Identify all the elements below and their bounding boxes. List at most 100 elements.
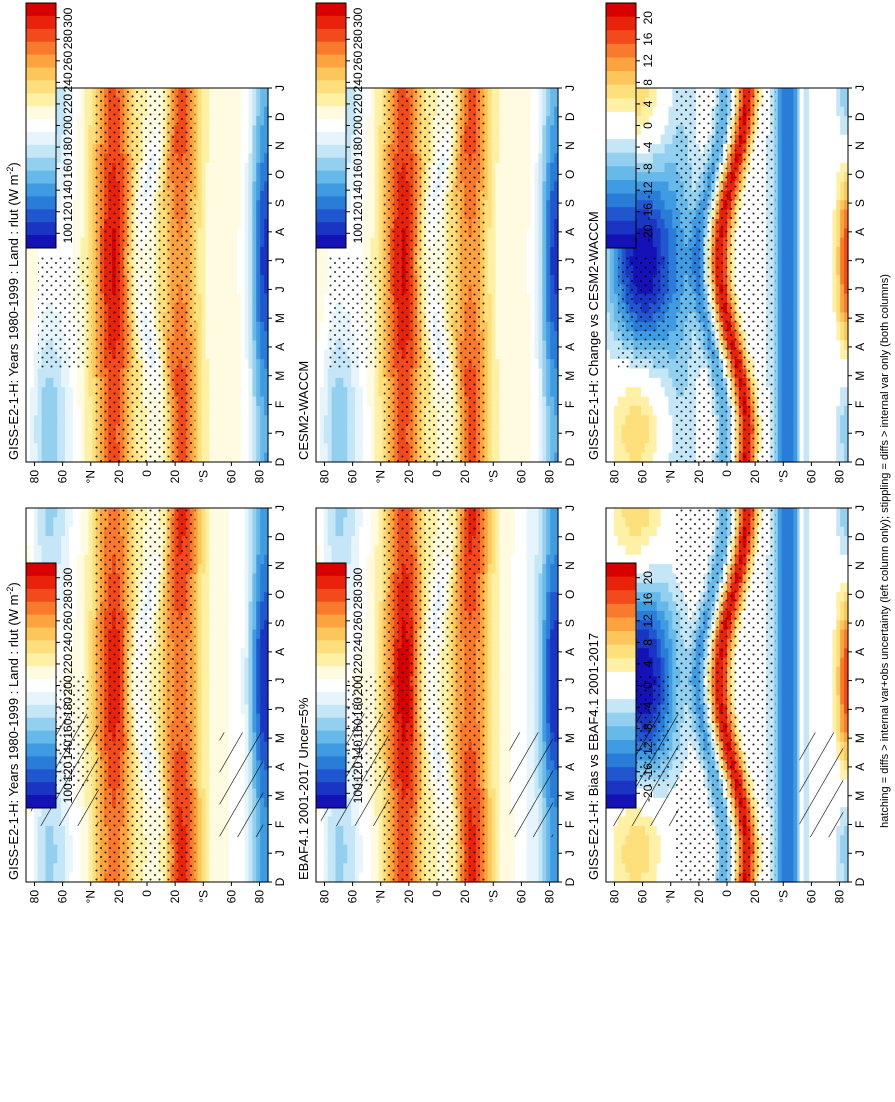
heatmap-cell <box>68 545 74 556</box>
heatmap-cell <box>61 172 66 183</box>
heatmap-cell <box>209 144 214 155</box>
heatmap-cell <box>209 592 214 603</box>
heatmap-cell <box>41 452 47 463</box>
heatmap-cell <box>61 853 66 864</box>
heatmap-cell <box>244 200 250 211</box>
heatmap-cell <box>244 144 250 155</box>
heatmap-cell <box>221 592 226 603</box>
heatmap-cell <box>248 88 253 98</box>
heatmap-cell <box>240 331 246 342</box>
heatmap-cell <box>221 116 226 126</box>
heatmap-cell <box>61 443 66 454</box>
month-label: J <box>273 678 287 684</box>
heatmap-cell <box>72 125 78 136</box>
heatmap-cell <box>256 526 261 537</box>
heatmap-cell <box>72 181 78 192</box>
heatmap-cell <box>252 666 257 677</box>
heatmap-cell <box>201 685 207 696</box>
heatmap-cell <box>193 218 199 229</box>
heatmap-cell <box>264 666 269 677</box>
heatmap-cell <box>236 246 242 257</box>
heatmap-cell <box>217 116 222 126</box>
heatmap-cell <box>84 629 90 640</box>
heatmap-cell <box>236 331 242 342</box>
heatmap-cell <box>213 741 218 752</box>
heatmap-cell <box>33 517 39 528</box>
heatmap-cell <box>201 293 207 304</box>
heatmap-cell <box>225 303 230 313</box>
heatmap-cell <box>80 405 86 416</box>
heatmap-cell <box>236 153 242 164</box>
heatmap-cell <box>232 872 238 883</box>
heatmap-cell <box>240 88 246 98</box>
colorbar-swatch <box>26 743 56 757</box>
colorbar-tick-label: 220 <box>61 654 75 674</box>
heatmap-cell <box>244 97 250 108</box>
heatmap-cell <box>228 331 234 342</box>
heatmap-cell <box>232 172 238 183</box>
heatmap-cell <box>256 181 261 192</box>
heatmap-cell <box>201 582 207 593</box>
heatmap-cell <box>232 526 238 537</box>
heatmap-cell <box>232 284 238 295</box>
heatmap-cell <box>76 181 82 192</box>
heatmap-cell <box>244 396 250 407</box>
heatmap-cell <box>244 695 250 705</box>
heatmap-cell <box>68 190 74 201</box>
heatmap-cell <box>217 275 222 285</box>
heatmap-cell <box>76 106 82 117</box>
heatmap-cell <box>45 545 51 556</box>
heatmap-cell <box>193 872 199 883</box>
heatmap-cell <box>61 872 66 883</box>
heatmap-cell <box>205 825 211 836</box>
heatmap-cell <box>205 769 211 780</box>
heatmap-cell <box>236 443 242 454</box>
heatmap-cell <box>256 433 261 444</box>
heatmap-cell <box>244 452 250 463</box>
heatmap-cell <box>256 368 261 379</box>
heatmap-cell <box>217 844 222 855</box>
heatmap-cell <box>217 237 222 248</box>
heatmap-cell <box>197 312 203 323</box>
heatmap-cell <box>84 172 90 183</box>
heatmap-cell <box>240 228 246 239</box>
heatmap-cell <box>252 256 257 267</box>
heatmap-cell <box>72 405 78 416</box>
heatmap-cell <box>213 443 218 454</box>
heatmap-cell <box>61 181 66 192</box>
heatmap-cell <box>53 863 58 874</box>
heatmap-cell <box>45 433 51 444</box>
heatmap-cell <box>37 853 43 864</box>
heatmap-cell <box>205 162 211 173</box>
heatmap-cell <box>248 844 253 855</box>
heatmap-cell <box>217 536 222 546</box>
heatmap-cell <box>65 610 70 621</box>
heatmap-cell <box>76 825 82 836</box>
heatmap-cell <box>225 573 230 584</box>
heatmap-cell <box>26 396 31 407</box>
month-label: D <box>273 532 287 541</box>
heatmap-cell <box>61 629 66 640</box>
heatmap-cell <box>225 172 230 183</box>
heatmap-cell <box>252 545 257 556</box>
lat-tick-label: °S <box>196 890 210 903</box>
heatmap-cell <box>213 396 218 407</box>
heatmap-cell <box>213 293 218 304</box>
heatmap-cell <box>264 601 269 612</box>
heatmap-cell <box>236 620 242 631</box>
heatmap-cell <box>256 844 261 855</box>
heatmap-cell <box>248 181 253 192</box>
heatmap-cell <box>197 190 203 201</box>
heatmap-cell <box>84 396 90 407</box>
heatmap-cell <box>201 554 207 565</box>
lat-tick-label: 20 <box>168 890 182 904</box>
heatmap-cell <box>236 106 242 117</box>
heatmap-cell <box>236 396 242 407</box>
heatmap-cell <box>53 825 58 836</box>
heatmap-cell <box>240 106 246 117</box>
heatmap-cell <box>213 405 218 416</box>
heatmap-cell <box>232 256 238 267</box>
heatmap-cell <box>240 648 246 659</box>
heatmap-cell <box>240 863 246 874</box>
